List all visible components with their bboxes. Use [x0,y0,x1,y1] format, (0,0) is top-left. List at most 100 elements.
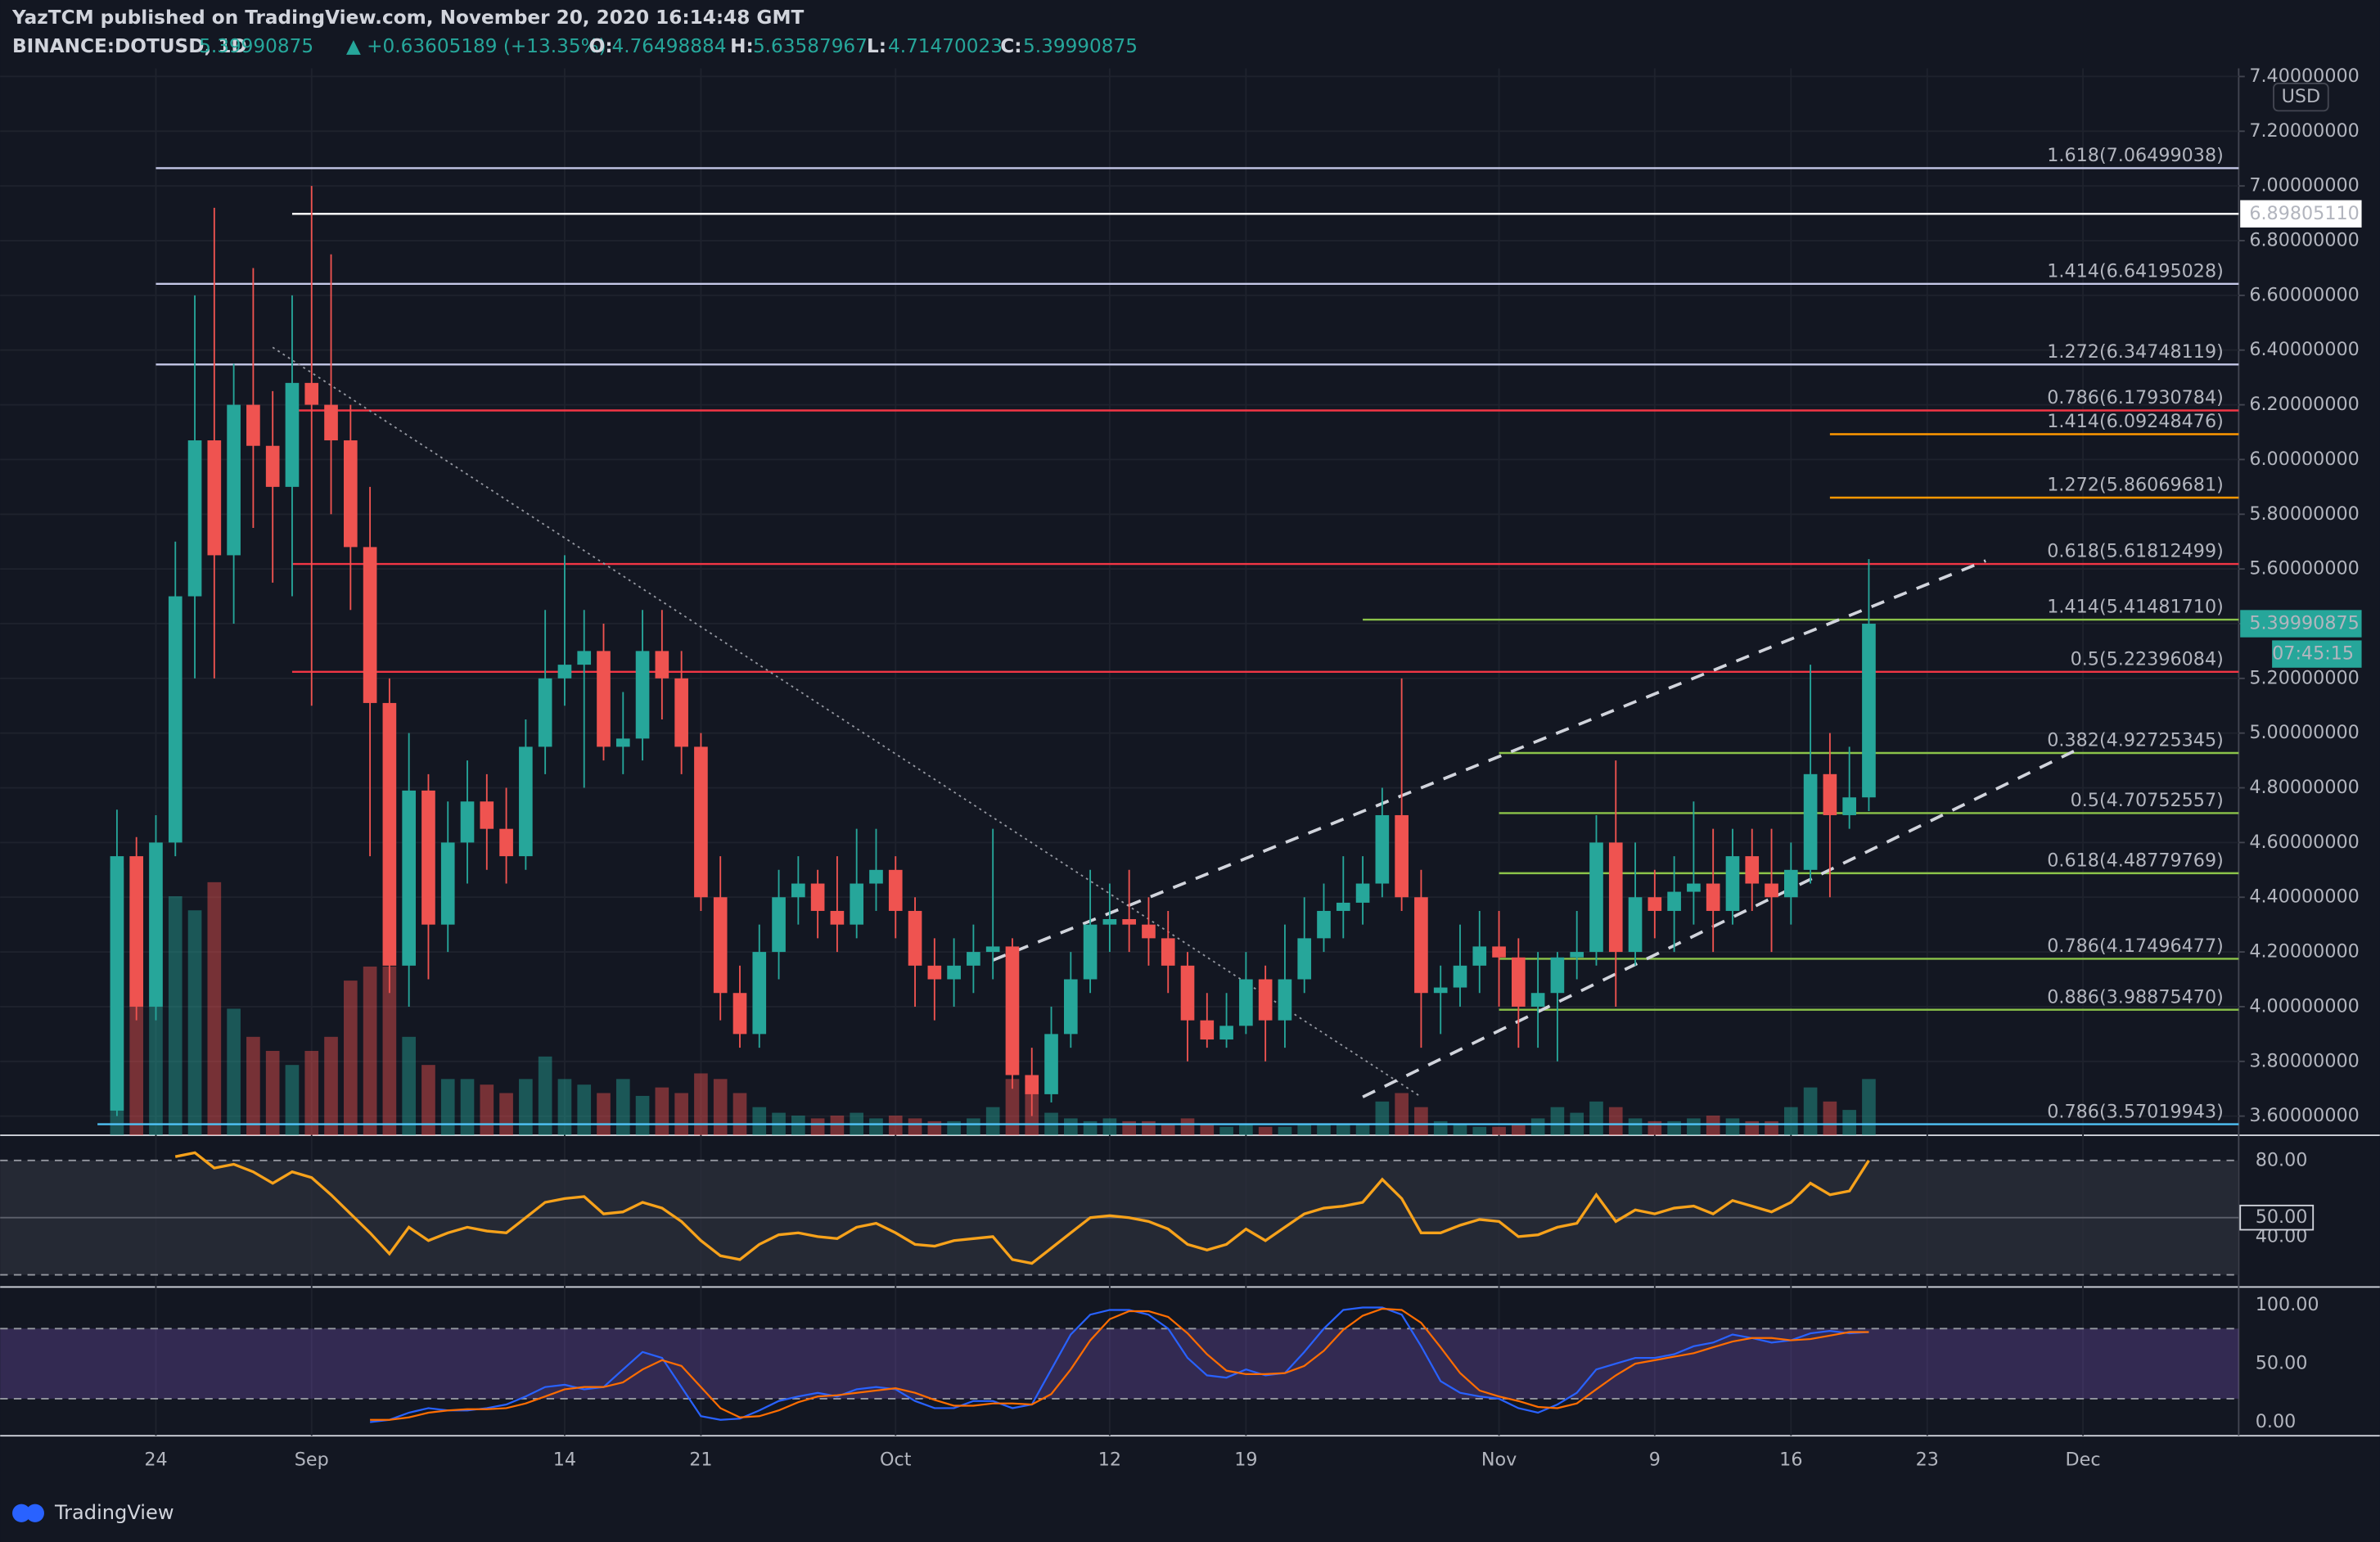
x-tick-label: Oct [880,1449,912,1470]
stoch-tick-label: 100.00 [2256,1294,2319,1315]
publisher: YazTCM published on TradingView.com, Nov… [11,7,804,29]
candle-body [694,746,708,898]
volume-bar [1453,1124,1467,1136]
y-tick-label: 3.60000000 [2249,1105,2359,1126]
volume-bar [440,1079,455,1136]
candle-body [1355,883,1370,903]
candle-body [1608,842,1623,953]
candle-body [557,665,572,679]
volume-bar [304,1050,319,1136]
stoch-line [370,1307,1869,1421]
candle-body [1667,891,1681,911]
ohlc-label: H: [730,35,754,57]
change: ▲ +0.63605189 (+13.35%) [346,35,606,57]
y-tick-label: 6.80000000 [2249,230,2359,251]
trendline [992,559,1986,962]
volume-bar [615,1079,630,1136]
candle-body [732,993,747,1035]
x-tick-label: 19 [1234,1449,1257,1470]
volume-bar [1355,1124,1370,1136]
y-tick-label: 5.00000000 [2249,722,2359,743]
candle-body [1102,918,1117,925]
currency: USD [2282,86,2321,107]
x-tick-label: 21 [689,1449,712,1470]
candle-body [1239,979,1253,1026]
volume-bar [694,1073,708,1136]
candle-body [1219,1026,1233,1040]
volume-bar [1317,1124,1331,1136]
ohlc-label: L: [867,35,886,57]
candle-body [1161,938,1175,966]
x-tick-label: 9 [1649,1449,1661,1470]
volume-bar [1102,1118,1117,1136]
volume-bar [1258,1126,1273,1136]
candle-body [1862,624,1876,798]
fib-label: 0.5(5.22396084) [2071,648,2224,670]
candle-body [285,382,300,487]
candle-body [499,828,513,857]
volume-bar [1472,1126,1487,1136]
volume-bar [1628,1118,1643,1136]
fib-label: 0.618(4.48779769) [2047,850,2224,872]
candle-body [1765,883,1778,898]
candle-body [1083,924,1098,980]
candle-body [1258,979,1273,1021]
candle-body [1317,910,1331,939]
candle-body [460,801,475,843]
y-tick-label: 5.20000000 [2249,667,2359,688]
last-price-label: 5.39990875 [2249,613,2359,634]
stoch-tick-label: 50.00 [2256,1353,2308,1374]
volume-bar [1589,1101,1603,1136]
volume-bar [1375,1101,1390,1136]
candle-body [246,404,260,446]
candle-body [1025,1075,1039,1094]
ohlc-value: 5.63587967 [753,35,868,57]
volume-bar [382,966,397,1136]
volume-bar [1550,1107,1565,1136]
candle-body [1570,952,1584,958]
candle-body [772,897,786,953]
candle-body [207,440,222,556]
volume-bar [577,1084,592,1136]
candle-body [402,790,416,966]
y-tick-label: 4.60000000 [2249,832,2359,853]
candle-body [1706,883,1720,911]
y-tick-label: 7.40000000 [2249,65,2359,87]
y-tick-label: 6.00000000 [2249,449,2359,470]
trendline [272,346,1422,1098]
volume-bar [207,881,222,1136]
fib-label: 1.414(6.64195028) [2047,261,2224,282]
volume-bar [752,1107,767,1136]
candle-body [674,678,688,747]
volume-bar [597,1093,611,1136]
candle-body [1745,856,1760,884]
candle-body [850,883,864,925]
ohlc-label: C: [1000,35,1021,57]
volume-bar [343,981,358,1136]
x-tick-label: Dec [2066,1449,2101,1470]
candle-body [1044,1034,1058,1094]
fib-label: 0.786(3.57019943) [2047,1101,2224,1122]
volume-bar [655,1087,669,1136]
candle-body [1648,897,1662,911]
y-tick-label: 7.20000000 [2249,120,2359,142]
y-tick-label: 6.40000000 [2249,339,2359,360]
ohlc-value: 4.71470023 [888,35,1003,57]
candle-body [1550,957,1565,994]
candle-body [1180,965,1195,1021]
volume-bar [1842,1110,1856,1136]
volume-bar [538,1056,552,1136]
candle-body [1628,897,1643,953]
candle-body [1589,842,1603,953]
candle-body [1414,897,1428,994]
candle-body [129,856,144,1007]
candle-body [908,910,922,966]
candle-body [967,952,980,966]
candle-body [1005,946,1020,1075]
volume-bar [732,1093,747,1136]
y-tick-label: 4.00000000 [2249,995,2359,1017]
volume-bar [985,1107,1000,1136]
y-tick-label: 4.20000000 [2249,941,2359,963]
candle-body [538,678,552,747]
stoch-tick-label: 0.00 [2256,1411,2297,1432]
